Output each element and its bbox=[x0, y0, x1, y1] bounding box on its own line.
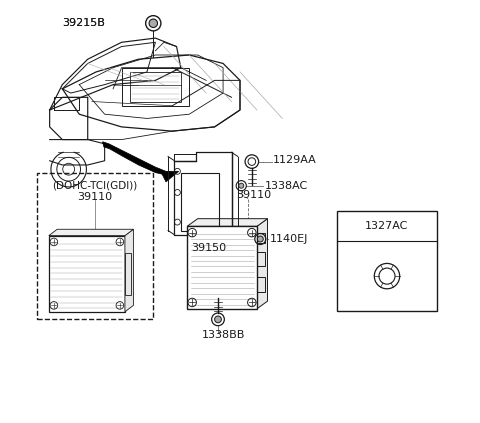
Bar bbox=[257, 252, 264, 266]
Circle shape bbox=[215, 316, 221, 323]
Text: 39150: 39150 bbox=[192, 243, 227, 253]
Text: 1338BB: 1338BB bbox=[202, 330, 245, 340]
Circle shape bbox=[239, 183, 244, 188]
Polygon shape bbox=[187, 219, 267, 226]
Text: 1140EJ: 1140EJ bbox=[270, 234, 308, 244]
Bar bbox=[187, 226, 257, 309]
Bar bbox=[130, 72, 181, 102]
Text: 1129AA: 1129AA bbox=[273, 155, 317, 165]
Text: 1338AC: 1338AC bbox=[264, 181, 308, 191]
Circle shape bbox=[149, 19, 157, 27]
Bar bbox=[181, 173, 219, 231]
Bar bbox=[257, 277, 264, 292]
Polygon shape bbox=[125, 229, 133, 312]
Bar bbox=[49, 236, 125, 312]
Polygon shape bbox=[103, 142, 170, 176]
Text: (DOHC-TCI(GDI)): (DOHC-TCI(GDI)) bbox=[52, 180, 138, 190]
Bar bbox=[337, 212, 437, 311]
Circle shape bbox=[257, 236, 263, 242]
Polygon shape bbox=[49, 229, 133, 236]
Text: 39110: 39110 bbox=[78, 192, 113, 202]
Polygon shape bbox=[162, 171, 179, 182]
Text: 39110: 39110 bbox=[237, 190, 272, 201]
Text: 39215B: 39215B bbox=[62, 18, 105, 28]
Text: 39215B: 39215B bbox=[62, 18, 105, 28]
Text: 1327AC: 1327AC bbox=[365, 221, 408, 231]
Bar bbox=[37, 173, 153, 319]
Bar bbox=[257, 233, 264, 243]
Bar bbox=[121, 68, 189, 106]
Bar bbox=[125, 253, 132, 295]
Polygon shape bbox=[257, 219, 267, 309]
